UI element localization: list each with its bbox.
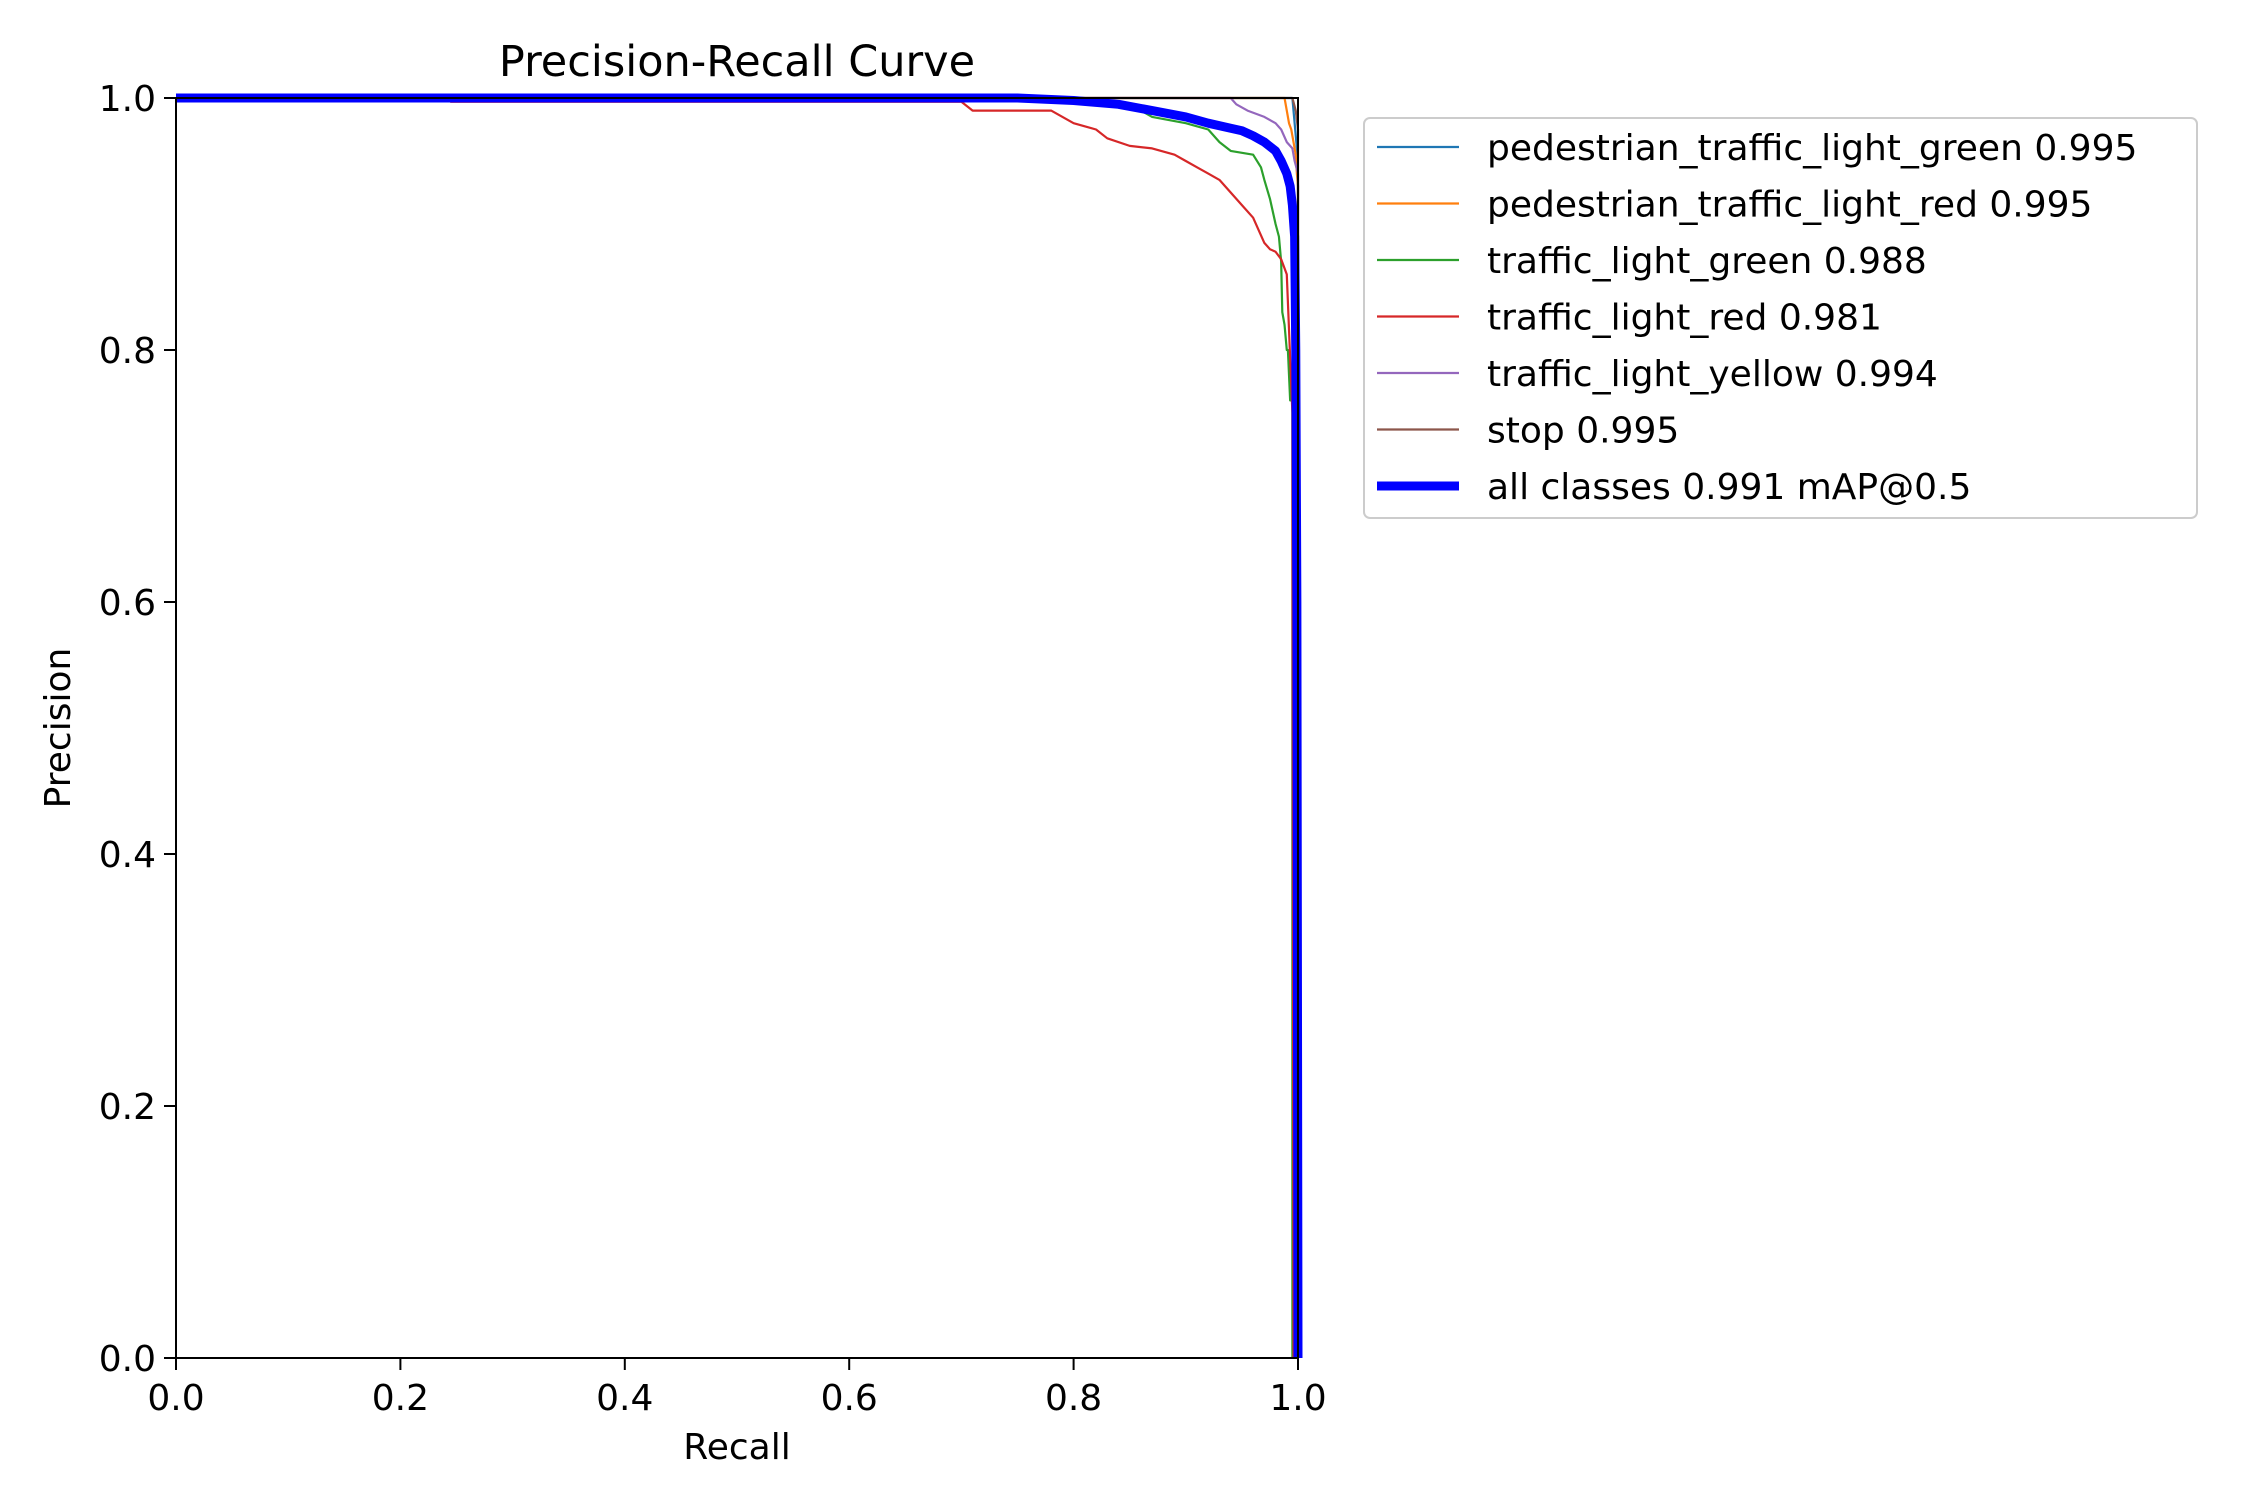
y-tick-label: 1.0 [99,79,156,120]
legend-entry: all classes 0.991 mAP@0.5 [1377,467,1971,508]
y-tick-label: 0.2 [99,1087,156,1128]
legend-entry: traffic_light_yellow 0.994 [1377,354,1938,395]
x-tick-label: 0.2 [372,1378,429,1419]
legend-label: traffic_light_red 0.981 [1487,298,1882,339]
legend-label: traffic_light_green 0.988 [1487,241,1927,282]
legend-label: all classes 0.991 mAP@0.5 [1487,467,1971,508]
legend-items: pedestrian_traffic_light_green 0.995 pede… [1377,128,2137,508]
x-tick-label: 0.4 [596,1378,653,1419]
legend-label: pedestrian_traffic_light_red 0.995 [1487,185,2092,226]
series-line-6 [176,93,1303,1359]
legend-entry: pedestrian_traffic_light_red 0.995 [1377,185,2092,226]
series-line-4 [176,96,1300,1358]
y-tick-label: 0.4 [99,835,156,876]
legend-entry: pedestrian_traffic_light_green 0.995 [1377,128,2137,169]
x-tick-label: 0.0 [147,1378,204,1419]
legend-entry: traffic_light_red 0.981 [1377,298,1882,339]
chart-title: Precision-Recall Curve [499,37,975,87]
x-tick-label: 0.8 [1045,1378,1102,1419]
y-tick-label: 0.8 [99,331,156,372]
legend-entry: stop 0.995 [1377,411,1679,452]
x-axis-label: Recall [683,1427,790,1468]
x-tick-label: 1.0 [1269,1378,1326,1419]
legend: pedestrian_traffic_light_green 0.995 pede… [1363,117,2198,519]
plot-frame [175,97,1299,1359]
x-axis-ticks: 0.0 0.2 0.4 0.6 0.8 1.0 [147,1358,1327,1419]
plot-lines [176,93,1303,1359]
legend-box [1363,117,2198,519]
legend-entry: traffic_light_green 0.988 [1377,241,1927,282]
y-tick-label: 0.0 [99,1339,156,1380]
legend-label: stop 0.995 [1487,411,1679,452]
legend-label: pedestrian_traffic_light_green 0.995 [1487,128,2137,169]
x-tick-label: 0.6 [821,1378,878,1419]
y-tick-label: 0.6 [99,583,156,624]
legend-label: traffic_light_yellow 0.994 [1487,354,1938,395]
y-axis-ticks: 0.0 0.2 0.4 0.6 0.8 1.0 [99,79,176,1380]
y-axis-label: Precision [38,648,79,809]
series-line-3 [176,96,1295,1359]
